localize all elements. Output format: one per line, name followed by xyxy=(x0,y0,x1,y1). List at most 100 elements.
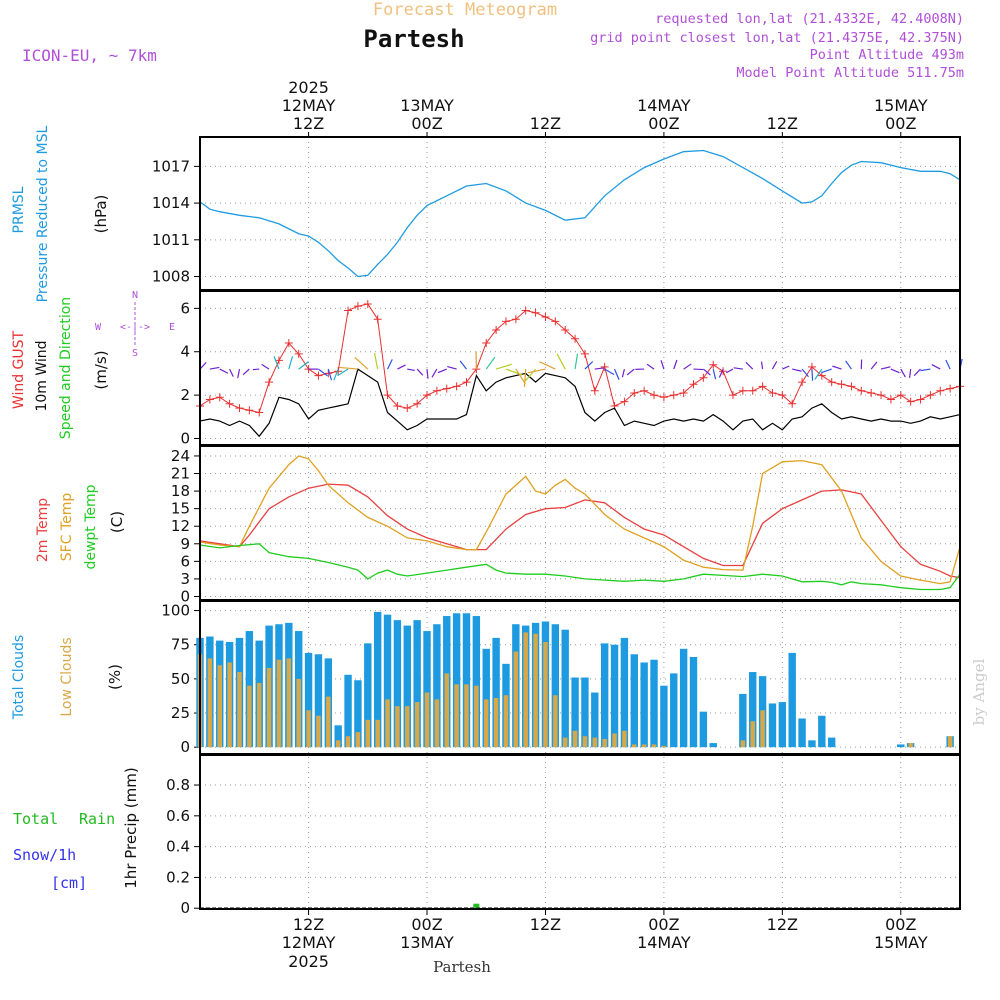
compass-rose: N S W E <-|-> xyxy=(95,290,175,359)
gust-marker xyxy=(798,378,807,387)
wind-direction-arrow xyxy=(726,368,734,374)
total-cloud-bar xyxy=(788,652,796,748)
temp-frame xyxy=(199,445,961,601)
temp-tick-label: 12 xyxy=(171,517,190,535)
low-cloud-bar xyxy=(503,695,509,748)
gust-marker xyxy=(363,300,372,309)
total-cloud-bar xyxy=(551,624,560,748)
wind-direction-arrow xyxy=(626,368,635,376)
compass-north: N xyxy=(132,290,138,301)
low-cloud-bar xyxy=(572,730,578,748)
total-cloud-bar xyxy=(827,737,836,748)
wind-tick-label: 4 xyxy=(180,343,190,361)
gust-marker xyxy=(620,397,629,406)
wind-gust-label: Wind GUST xyxy=(11,330,27,409)
total-cloud-bar xyxy=(778,702,787,748)
bottom-date-label: 13MAY xyxy=(400,933,454,952)
gust-line xyxy=(199,303,961,414)
low-cloud-bar xyxy=(227,662,232,748)
wind-direction-arrow xyxy=(801,368,809,378)
top-hour-label: 00Z xyxy=(411,114,442,133)
gust-marker xyxy=(521,306,530,315)
gust-marker xyxy=(590,386,599,395)
low-cloud-bar xyxy=(523,632,528,748)
top-date-label: 15MAY xyxy=(874,96,928,115)
temp-line-0 xyxy=(199,483,961,579)
low-cloud-bar xyxy=(602,738,607,748)
wind-direction-arrow xyxy=(339,366,358,370)
bottom-date-label: 15MAY xyxy=(874,933,928,952)
low-cloud-bar xyxy=(740,740,746,748)
low-cloud-bar xyxy=(434,699,440,748)
low-cloud-bar xyxy=(641,744,647,748)
low-cloud-bar xyxy=(326,696,331,748)
total-cloud-bar xyxy=(314,654,323,748)
temp-tick-label: 24 xyxy=(171,447,190,465)
low-cloud-bar xyxy=(750,721,755,748)
compass-east: E xyxy=(169,322,175,333)
gust-marker xyxy=(511,315,520,324)
wind-direction-arrow xyxy=(621,368,625,378)
wind-direction-arrow xyxy=(386,359,393,370)
pressure-tick-label: 1011 xyxy=(152,231,190,249)
wind-direction-arrow xyxy=(613,368,620,380)
pressure-frame xyxy=(199,136,961,291)
gust-marker xyxy=(640,386,649,395)
low-cloud-bar xyxy=(247,685,252,748)
low-cloud-bar xyxy=(217,665,222,748)
low-cloud-bar xyxy=(543,641,548,748)
wind-direction-arrow xyxy=(459,360,467,370)
total-cloud-bar xyxy=(462,613,471,748)
gust-marker xyxy=(748,386,757,395)
gust-marker xyxy=(768,388,777,397)
bottom-year-label: 2025 xyxy=(288,952,329,971)
wind-direction-arrow xyxy=(880,366,891,370)
total-cloud-bar xyxy=(709,743,717,748)
gust-marker xyxy=(886,395,895,404)
total-cloud-bar xyxy=(393,620,402,748)
temp-line-2 xyxy=(199,543,961,591)
wind-direction-arrow xyxy=(219,368,229,374)
bottom-hour-label: 12Z xyxy=(293,915,324,934)
low-cloud-bar xyxy=(257,682,262,748)
wind-direction-arrow xyxy=(845,360,852,370)
temp-label-dewpt: dewpt Temp xyxy=(83,484,99,569)
low-cloud-bar xyxy=(760,710,765,748)
gust-marker xyxy=(274,356,283,365)
temp-tick-label: 9 xyxy=(180,535,190,553)
clouds-tick-label: 75 xyxy=(171,636,190,654)
total-cloud-bar xyxy=(413,620,421,748)
gust-marker xyxy=(728,391,737,400)
wind-direction-arrow xyxy=(539,361,556,370)
wind-10m-label: 10m Wind xyxy=(34,340,50,411)
bottom-date-label: 14MAY xyxy=(637,933,691,952)
pressure-line xyxy=(199,149,961,278)
total-cloud-bar xyxy=(334,725,342,748)
wind-tick-label: 6 xyxy=(180,299,190,317)
wind-direction-arrow xyxy=(702,368,711,376)
low-cloud-bar xyxy=(612,733,617,748)
total-cloud-bar xyxy=(808,740,816,748)
gust-marker xyxy=(393,401,402,410)
wind-direction-arrow xyxy=(273,356,280,370)
chart-subtitle: Forecast Meteogram xyxy=(373,0,557,20)
gust-marker xyxy=(205,395,214,404)
low-cloud-bar xyxy=(562,737,568,748)
low-cloud-bar xyxy=(464,684,469,748)
top-hour-label: 00Z xyxy=(648,114,679,133)
low-cloud-bar xyxy=(582,736,588,748)
gust-marker xyxy=(561,326,570,335)
bottom-hour-label: 00Z xyxy=(885,915,916,934)
wind-direction-arrow xyxy=(252,368,260,371)
wind-direction-arrow xyxy=(431,368,438,378)
wind-direction-arrow xyxy=(693,368,704,371)
top-date-label: 14MAY xyxy=(637,96,691,115)
low-cloud-bar xyxy=(237,672,242,748)
gust-marker xyxy=(353,302,362,311)
gust-marker xyxy=(758,382,767,391)
low-cloud-bar xyxy=(484,699,489,748)
total-cloud-bar xyxy=(739,693,747,748)
top-year-label: 2025 xyxy=(288,78,329,97)
low-cloud-bar xyxy=(454,684,459,748)
